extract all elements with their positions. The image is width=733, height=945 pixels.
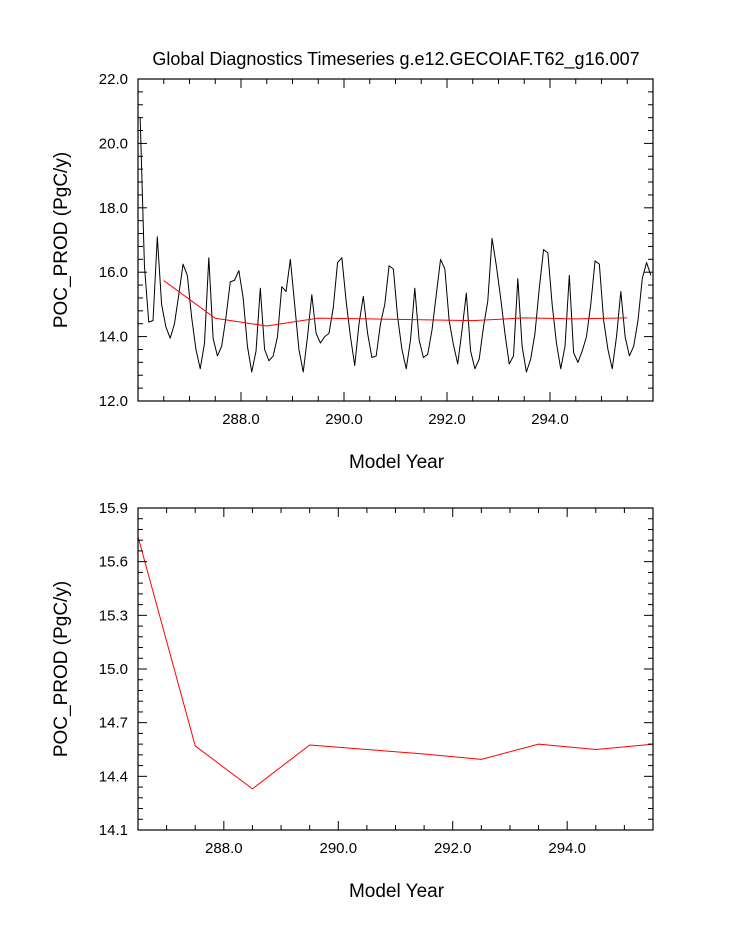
series-line-0 xyxy=(139,117,652,373)
y-tick-label: 15.9 xyxy=(99,500,128,517)
y-tick-label: 15.0 xyxy=(99,661,128,678)
x-tick-label: 294.0 xyxy=(548,840,586,857)
y-axis-label: POC_PROD (PgC/y) xyxy=(51,581,72,757)
figure-title: Global Diagnostics Timeseries g.e12.GECO… xyxy=(152,49,639,70)
top-chart-panel: 288.0 290.0 292.0 294.0 12.0 14.0 16.0 18.0 20.0… xyxy=(51,71,654,473)
y-tick-label: 12.0 xyxy=(99,393,128,410)
y-tick-label: 14.4 xyxy=(99,768,128,785)
series-line-1 xyxy=(163,280,628,327)
x-axis-label: Model Year xyxy=(349,881,445,902)
y-axis-label: POC_PROD (PgC/y) xyxy=(51,152,72,328)
y-tick-label: 15.6 xyxy=(99,554,128,571)
x-tick-label: 292.0 xyxy=(434,840,472,857)
y-tick-label: 16.0 xyxy=(99,264,128,281)
bottom-chart-panel: 288.0 290.0 292.0 294.0 14.1 14.4 14.7 15.0 15.3… xyxy=(51,500,654,902)
x-axis-label: Model Year xyxy=(349,452,445,473)
plot-frame xyxy=(137,78,654,402)
x-tick-label: 294.0 xyxy=(531,411,569,428)
series-line-0 xyxy=(137,536,654,790)
y-tick-label: 14.1 xyxy=(99,822,128,839)
y-tick-label: 14.0 xyxy=(99,329,128,346)
x-tick-label: 288.0 xyxy=(205,840,243,857)
x-tick-label: 290.0 xyxy=(320,840,358,857)
x-tick-label: 292.0 xyxy=(428,411,466,428)
y-tick-label: 18.0 xyxy=(99,200,128,217)
plot-frame xyxy=(137,507,654,831)
x-tick-label: 288.0 xyxy=(222,411,260,428)
x-tick-label: 290.0 xyxy=(325,411,363,428)
y-tick-label: 20.0 xyxy=(99,135,128,152)
y-tick-label: 22.0 xyxy=(99,71,128,88)
y-tick-label: 15.3 xyxy=(99,607,128,624)
y-tick-label: 14.7 xyxy=(99,715,128,732)
